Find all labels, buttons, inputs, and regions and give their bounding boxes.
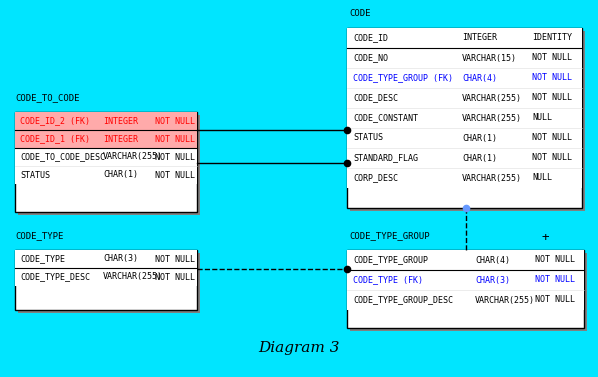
Bar [347,128,582,148]
Text: VARCHAR(15): VARCHAR(15) [462,54,517,63]
Bar [15,250,197,310]
Bar [347,290,584,310]
Text: VARCHAR(255): VARCHAR(255) [103,273,163,282]
Text: STATUS: STATUS [353,133,383,143]
Text: CHAR(4): CHAR(4) [462,74,497,83]
Text: CHAR(3): CHAR(3) [475,276,510,285]
Text: CODE_TYPE (FK): CODE_TYPE (FK) [353,276,423,285]
Bar [347,108,582,128]
Text: CODE_ID_2 (FK): CODE_ID_2 (FK) [20,116,90,126]
Bar [347,270,584,290]
Text: NOT NULL: NOT NULL [532,74,572,83]
Text: CHAR(1): CHAR(1) [103,170,138,179]
Text: CODE_TYPE_GROUP (FK): CODE_TYPE_GROUP (FK) [353,74,453,83]
Text: CODE_ID_1 (FK): CODE_ID_1 (FK) [20,135,90,144]
Text: NULL: NULL [532,173,552,182]
Text: CHAR(1): CHAR(1) [462,133,497,143]
Bar [350,253,587,331]
Text: INTEGER: INTEGER [462,34,497,43]
Text: Diagram 3: Diagram 3 [258,341,340,355]
Text: NOT NULL: NOT NULL [535,276,575,285]
Text: VARCHAR(255): VARCHAR(255) [462,173,522,182]
Text: NOT NULL: NOT NULL [532,54,572,63]
Text: NOT NULL: NOT NULL [155,153,195,161]
Text: CODE_CONSTANT: CODE_CONSTANT [353,113,418,123]
Bar [347,88,582,108]
Text: CODE_ID: CODE_ID [353,34,388,43]
Text: NOT NULL: NOT NULL [155,135,195,144]
Text: NOT NULL: NOT NULL [535,296,575,305]
Bar [15,268,197,286]
Bar [15,112,197,212]
Text: NOT NULL: NOT NULL [532,133,572,143]
Text: CODE_TO_CODE: CODE_TO_CODE [15,93,80,102]
Text: STANDARD_FLAG: STANDARD_FLAG [353,153,418,162]
Bar [15,112,197,130]
Bar [18,253,200,313]
Text: NOT NULL: NOT NULL [532,93,572,103]
Text: CODE_TYPE_GROUP: CODE_TYPE_GROUP [353,256,428,265]
Text: VARCHAR(255): VARCHAR(255) [103,153,163,161]
Text: NOT NULL: NOT NULL [532,153,572,162]
Text: VARCHAR(255): VARCHAR(255) [462,93,522,103]
Text: NOT NULL: NOT NULL [535,256,575,265]
Text: CODE_TYPE_GROUP_DESC: CODE_TYPE_GROUP_DESC [353,296,453,305]
Text: CODE_DESC: CODE_DESC [353,93,398,103]
Text: CHAR(4): CHAR(4) [475,256,510,265]
Text: CORP_DESC: CORP_DESC [353,173,398,182]
Text: CHAR(3): CHAR(3) [103,254,138,264]
Bar [15,166,197,184]
Text: CODE_TYPE: CODE_TYPE [15,231,63,240]
Bar [347,250,584,270]
Text: STATUS: STATUS [20,170,50,179]
Text: CODE: CODE [349,9,371,18]
Text: NOT NULL: NOT NULL [155,116,195,126]
Bar [15,130,197,148]
Text: NOT NULL: NOT NULL [155,170,195,179]
Text: IDENTITY: IDENTITY [532,34,572,43]
Bar [15,250,197,268]
Bar [347,28,582,48]
Text: CODE_TYPE: CODE_TYPE [20,254,65,264]
Bar [15,148,197,166]
Text: VARCHAR(255): VARCHAR(255) [475,296,535,305]
Text: INTEGER: INTEGER [103,135,138,144]
Text: +: + [541,231,549,245]
Text: INTEGER: INTEGER [103,116,138,126]
Bar [347,28,582,208]
Text: CODE_TYPE_GROUP: CODE_TYPE_GROUP [349,231,429,240]
Bar [347,250,584,328]
Text: NOT NULL: NOT NULL [155,273,195,282]
Text: VARCHAR(255): VARCHAR(255) [462,113,522,123]
Text: CODE_TYPE_DESC: CODE_TYPE_DESC [20,273,90,282]
Text: CODE_TO_CODE_DESC: CODE_TO_CODE_DESC [20,153,105,161]
Bar [18,115,200,215]
Bar [347,48,582,68]
Text: NULL: NULL [532,113,552,123]
Bar [347,68,582,88]
Bar [350,31,585,211]
Text: CHAR(1): CHAR(1) [462,153,497,162]
Bar [347,148,582,168]
Text: CODE_NO: CODE_NO [353,54,388,63]
Bar [347,168,582,188]
Text: NOT NULL: NOT NULL [155,254,195,264]
